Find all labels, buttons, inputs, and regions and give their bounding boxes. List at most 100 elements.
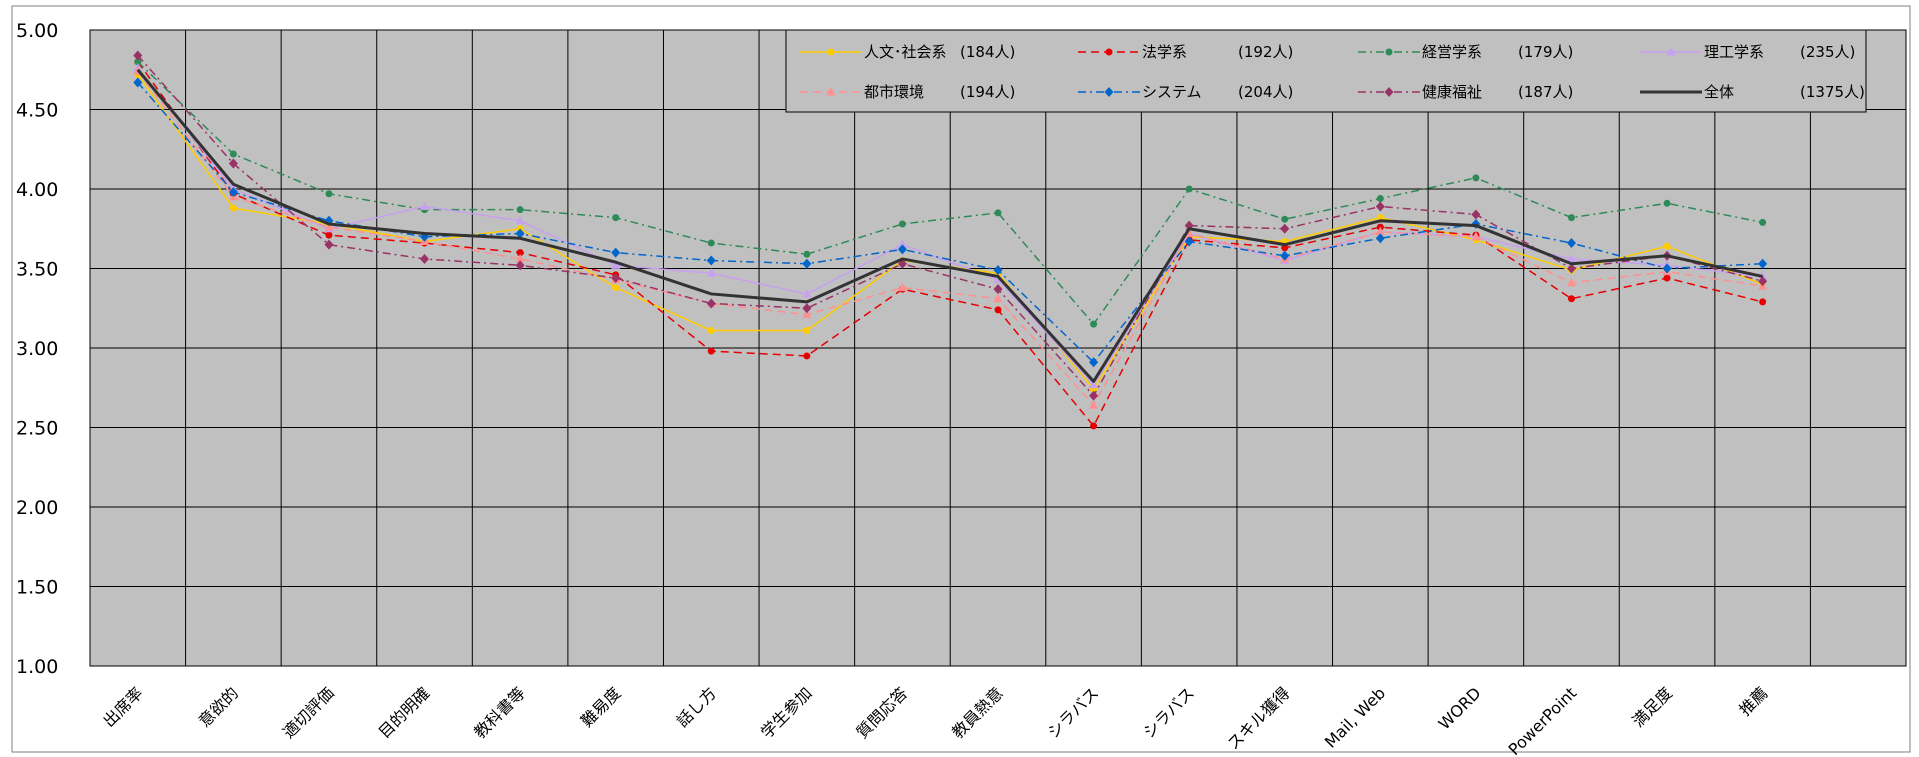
data-point bbox=[1566, 263, 1576, 274]
data-point bbox=[993, 265, 1003, 276]
legend-count: (179人) bbox=[1518, 43, 1573, 61]
data-point bbox=[515, 215, 525, 225]
data-point bbox=[1089, 357, 1099, 368]
data-point bbox=[993, 284, 1003, 295]
data-point bbox=[229, 204, 237, 212]
series-line bbox=[137, 61, 1763, 325]
data-point bbox=[420, 201, 430, 210]
data-point bbox=[1567, 295, 1575, 303]
data-point bbox=[1566, 238, 1576, 249]
legend-entry: 経営学系 (179人) bbox=[1358, 43, 1573, 61]
data-point bbox=[612, 214, 620, 222]
legend-entry: システム (204人) bbox=[1078, 83, 1293, 101]
legend-label: 理工学系 bbox=[1704, 43, 1764, 61]
series-line bbox=[137, 61, 1763, 427]
data-point bbox=[611, 273, 621, 284]
data-point bbox=[802, 258, 812, 269]
legend-marker bbox=[1666, 47, 1676, 56]
data-point bbox=[706, 298, 716, 309]
series-line bbox=[137, 54, 1763, 397]
data-point bbox=[706, 255, 716, 266]
data-point bbox=[516, 206, 524, 214]
data-point bbox=[515, 253, 525, 263]
data-point bbox=[803, 250, 811, 258]
data-point bbox=[324, 239, 334, 250]
data-point bbox=[1185, 185, 1193, 193]
series-6 bbox=[133, 77, 1768, 368]
data-point bbox=[994, 306, 1002, 314]
legend-entry: 全体 (1375人) bbox=[1640, 83, 1865, 101]
data-point bbox=[420, 253, 430, 264]
data-point bbox=[1759, 218, 1767, 226]
y-tick-label: 1.00 bbox=[16, 656, 58, 678]
legend-label: 健康福祉 bbox=[1422, 83, 1482, 101]
data-point bbox=[1281, 244, 1289, 252]
data-point bbox=[1471, 209, 1481, 220]
data-point bbox=[1280, 223, 1290, 234]
data-point bbox=[803, 352, 811, 360]
legend-label: 経営学系 bbox=[1422, 43, 1482, 61]
data-point bbox=[802, 288, 812, 298]
legend-label: 法学系 bbox=[1142, 43, 1187, 61]
series-line bbox=[137, 70, 1763, 406]
data-point bbox=[707, 239, 715, 247]
data-point bbox=[1758, 258, 1768, 269]
data-point bbox=[1759, 298, 1767, 306]
data-point bbox=[229, 150, 237, 158]
data-point bbox=[133, 77, 143, 88]
y-tick-label: 5.00 bbox=[16, 20, 58, 42]
data-point bbox=[802, 309, 812, 319]
data-point bbox=[515, 228, 525, 239]
data-point bbox=[1472, 174, 1480, 182]
y-tick-label: 4.00 bbox=[16, 179, 58, 201]
legend-marker bbox=[826, 87, 836, 96]
data-point bbox=[1090, 422, 1098, 430]
data-point bbox=[1184, 236, 1194, 247]
series-group bbox=[133, 50, 1768, 430]
y-tick-label: 1.50 bbox=[16, 577, 58, 599]
legend-count: (204人) bbox=[1238, 83, 1293, 101]
series-line bbox=[136, 68, 1763, 383]
data-point bbox=[1567, 214, 1575, 222]
data-point bbox=[1090, 320, 1098, 328]
legend-entry: 健康福祉 (187人) bbox=[1358, 83, 1573, 101]
y-tick-label: 3.00 bbox=[16, 338, 58, 360]
legend-label: 都市環境 bbox=[864, 83, 924, 101]
data-point bbox=[1375, 226, 1385, 236]
data-point bbox=[802, 303, 812, 314]
series-line bbox=[137, 81, 1763, 364]
legend-count: (187人) bbox=[1518, 83, 1573, 101]
data-point bbox=[516, 249, 524, 257]
legend-marker bbox=[1384, 87, 1394, 97]
data-point bbox=[994, 209, 1002, 217]
legend-box bbox=[785, 29, 1867, 113]
data-point bbox=[897, 244, 907, 255]
data-point bbox=[1375, 233, 1385, 244]
data-point bbox=[1281, 215, 1289, 223]
data-point bbox=[515, 260, 525, 271]
legend-entry: 人文･社会系 (184人) bbox=[800, 43, 1015, 61]
legend-count: (184人) bbox=[960, 43, 1015, 61]
data-point bbox=[1376, 214, 1384, 222]
data-point bbox=[1280, 250, 1290, 261]
data-point bbox=[1663, 274, 1671, 282]
y-tick-label: 2.00 bbox=[16, 497, 58, 519]
data-point bbox=[897, 282, 907, 292]
data-point bbox=[707, 347, 715, 355]
data-point bbox=[1376, 195, 1384, 203]
series-7 bbox=[133, 50, 1768, 401]
legend-label: 全体 bbox=[1704, 83, 1734, 101]
data-point bbox=[1566, 277, 1576, 287]
data-point bbox=[898, 220, 906, 228]
data-point bbox=[228, 158, 238, 169]
legend-label: システム bbox=[1142, 83, 1202, 101]
y-tick-label: 4.50 bbox=[16, 100, 58, 122]
data-point bbox=[134, 58, 142, 66]
legend-count: (194人) bbox=[960, 83, 1015, 101]
data-point bbox=[612, 284, 620, 292]
legend-entry: 都市環境 (194人) bbox=[800, 83, 1015, 101]
data-point bbox=[1663, 199, 1671, 207]
data-point bbox=[1758, 276, 1768, 287]
series-3 bbox=[134, 58, 1767, 328]
legend-marker bbox=[827, 48, 835, 56]
